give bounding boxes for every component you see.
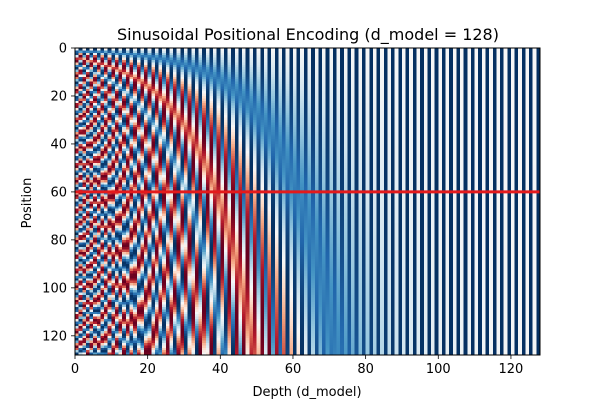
y-tick-label: 40 (50, 137, 67, 152)
x-tick-label: 20 (139, 362, 156, 377)
heatmap-image (75, 48, 540, 355)
chart-title: Sinusoidal Positional Encoding (d_model … (117, 25, 499, 45)
heatmap (75, 48, 540, 355)
x-tick-label: 40 (212, 362, 229, 377)
x-tick-label: 0 (71, 362, 79, 377)
x-tick-label: 60 (285, 362, 302, 377)
x-tick-label: 100 (426, 362, 451, 377)
y-axis-label: Position (20, 178, 35, 229)
y-tick-label: 120 (42, 329, 67, 344)
y-tick-label: 20 (50, 89, 67, 104)
y-tick-label: 0 (59, 42, 67, 57)
y-axis-ticks: 0 20 40 60 80 100 120 (42, 42, 75, 344)
plot-frame (74, 47, 541, 356)
y-tick-label: 80 (50, 233, 67, 248)
x-axis-ticks: 0 20 40 60 80 100 120 (71, 355, 523, 377)
x-axis-label: Depth (d_model) (252, 385, 361, 400)
y-tick-label: 60 (50, 185, 67, 200)
x-tick-label: 80 (357, 362, 374, 377)
y-tick-label: 100 (42, 281, 67, 296)
x-tick-label: 120 (499, 362, 524, 377)
